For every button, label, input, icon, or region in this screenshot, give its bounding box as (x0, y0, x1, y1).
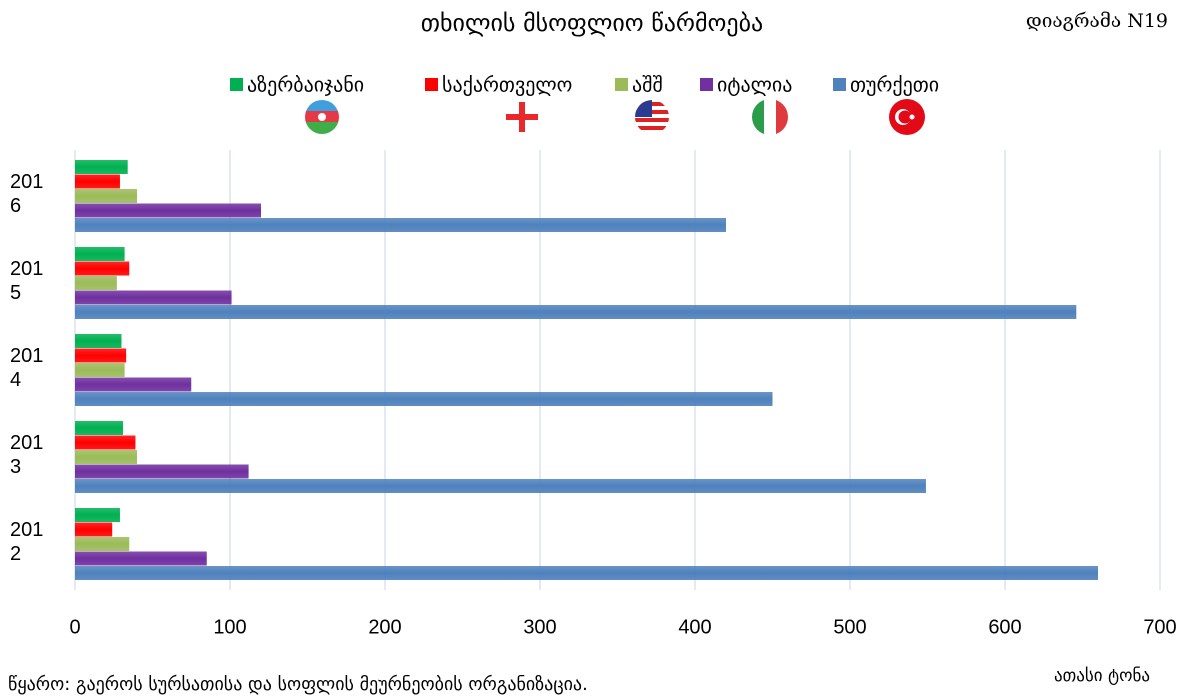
bar (75, 203, 261, 218)
bar (75, 479, 926, 493)
x-tick-label: 400 (678, 616, 711, 638)
legend-label: თურქეთი (850, 73, 939, 97)
bar (75, 218, 726, 232)
bar (75, 377, 192, 392)
category-label-box: 2012 (10, 519, 44, 566)
x-tick-label: 300 (523, 616, 556, 638)
y-tick-label: 2012 (10, 519, 44, 566)
bar (75, 174, 120, 189)
category-label-box: 2016 (10, 171, 44, 218)
bar (75, 551, 207, 566)
legend-swatch (833, 78, 846, 91)
bar (75, 435, 136, 450)
source-note: წყარო: გაეროს სურსათისა და სოფლის მეურნე… (8, 674, 588, 695)
x-tick-label: 200 (368, 616, 401, 638)
bar (75, 450, 137, 464)
y-tick-label: 2013 (10, 432, 44, 479)
bar (75, 392, 773, 406)
x-tick-label: 700 (1143, 616, 1176, 638)
category-label-box: 2015 (10, 258, 44, 305)
legend-label: იტალია (717, 73, 792, 97)
y-tick-label: 2016 (10, 171, 44, 218)
bar (75, 305, 1077, 319)
flags (305, 99, 925, 135)
legend-label: აზერბაიჯანი (247, 73, 364, 97)
bar (75, 276, 117, 290)
x-axis-label: ათასი ტონა (1054, 666, 1150, 686)
bar (75, 189, 137, 203)
legend-swatch (425, 78, 438, 91)
flag-us (635, 100, 669, 134)
flag-it (752, 99, 788, 135)
bar (75, 348, 127, 363)
bar (75, 566, 1098, 580)
bar (75, 334, 122, 348)
category-label-box: 2014 (10, 345, 44, 392)
x-tick-label: 100 (213, 616, 246, 638)
category-label-box: 2013 (10, 432, 44, 479)
legend-swatch (700, 78, 713, 91)
flag-ge (506, 102, 538, 132)
x-tick-label: 600 (988, 616, 1021, 638)
flag-tr (889, 99, 925, 135)
bar (75, 508, 120, 522)
bar (75, 363, 125, 377)
y-tick-label: 2014 (10, 345, 44, 392)
chart-subtitle: დიაგრამა N19 (1026, 10, 1168, 32)
flag-az (305, 100, 339, 134)
bar (75, 290, 232, 305)
y-tick-label: 2015 (10, 258, 44, 305)
bar (75, 522, 113, 537)
bar (75, 247, 125, 261)
x-tick-label: 0 (69, 616, 80, 638)
legend-label: საქართველო (442, 73, 572, 97)
legend-label: აშშ (632, 73, 663, 97)
bar (75, 421, 124, 435)
bar (75, 160, 128, 174)
bar (75, 261, 130, 276)
x-tick-label: 500 (833, 616, 866, 638)
legend-swatch (230, 78, 243, 91)
bar (75, 537, 130, 551)
legend-swatch (615, 78, 628, 91)
chart-title: თხილის მსოფლიო წარმოება (421, 9, 763, 37)
bar (75, 464, 249, 479)
